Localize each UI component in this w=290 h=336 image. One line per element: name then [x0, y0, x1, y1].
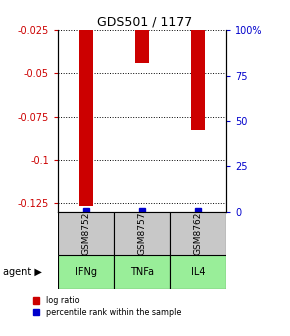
Text: IFNg: IFNg [75, 267, 97, 277]
Bar [135, 30, 149, 63]
Bar [170, 212, 226, 255]
Text: GDS501 / 1177: GDS501 / 1177 [97, 15, 193, 28]
Bar [58, 212, 114, 255]
Bar [170, 255, 226, 289]
Legend: log ratio, percentile rank within the sample: log ratio, percentile rank within the sa… [33, 296, 181, 317]
Text: IL4: IL4 [191, 267, 205, 277]
Bar [191, 30, 205, 130]
Bar [114, 255, 170, 289]
Text: agent ▶: agent ▶ [3, 267, 42, 277]
Text: GSM8752: GSM8752 [81, 212, 90, 255]
Text: GSM8757: GSM8757 [137, 212, 147, 255]
Bar [114, 212, 170, 255]
Text: TNFa: TNFa [130, 267, 154, 277]
Text: GSM8762: GSM8762 [194, 212, 203, 255]
Bar [79, 30, 93, 207]
Bar [58, 255, 114, 289]
